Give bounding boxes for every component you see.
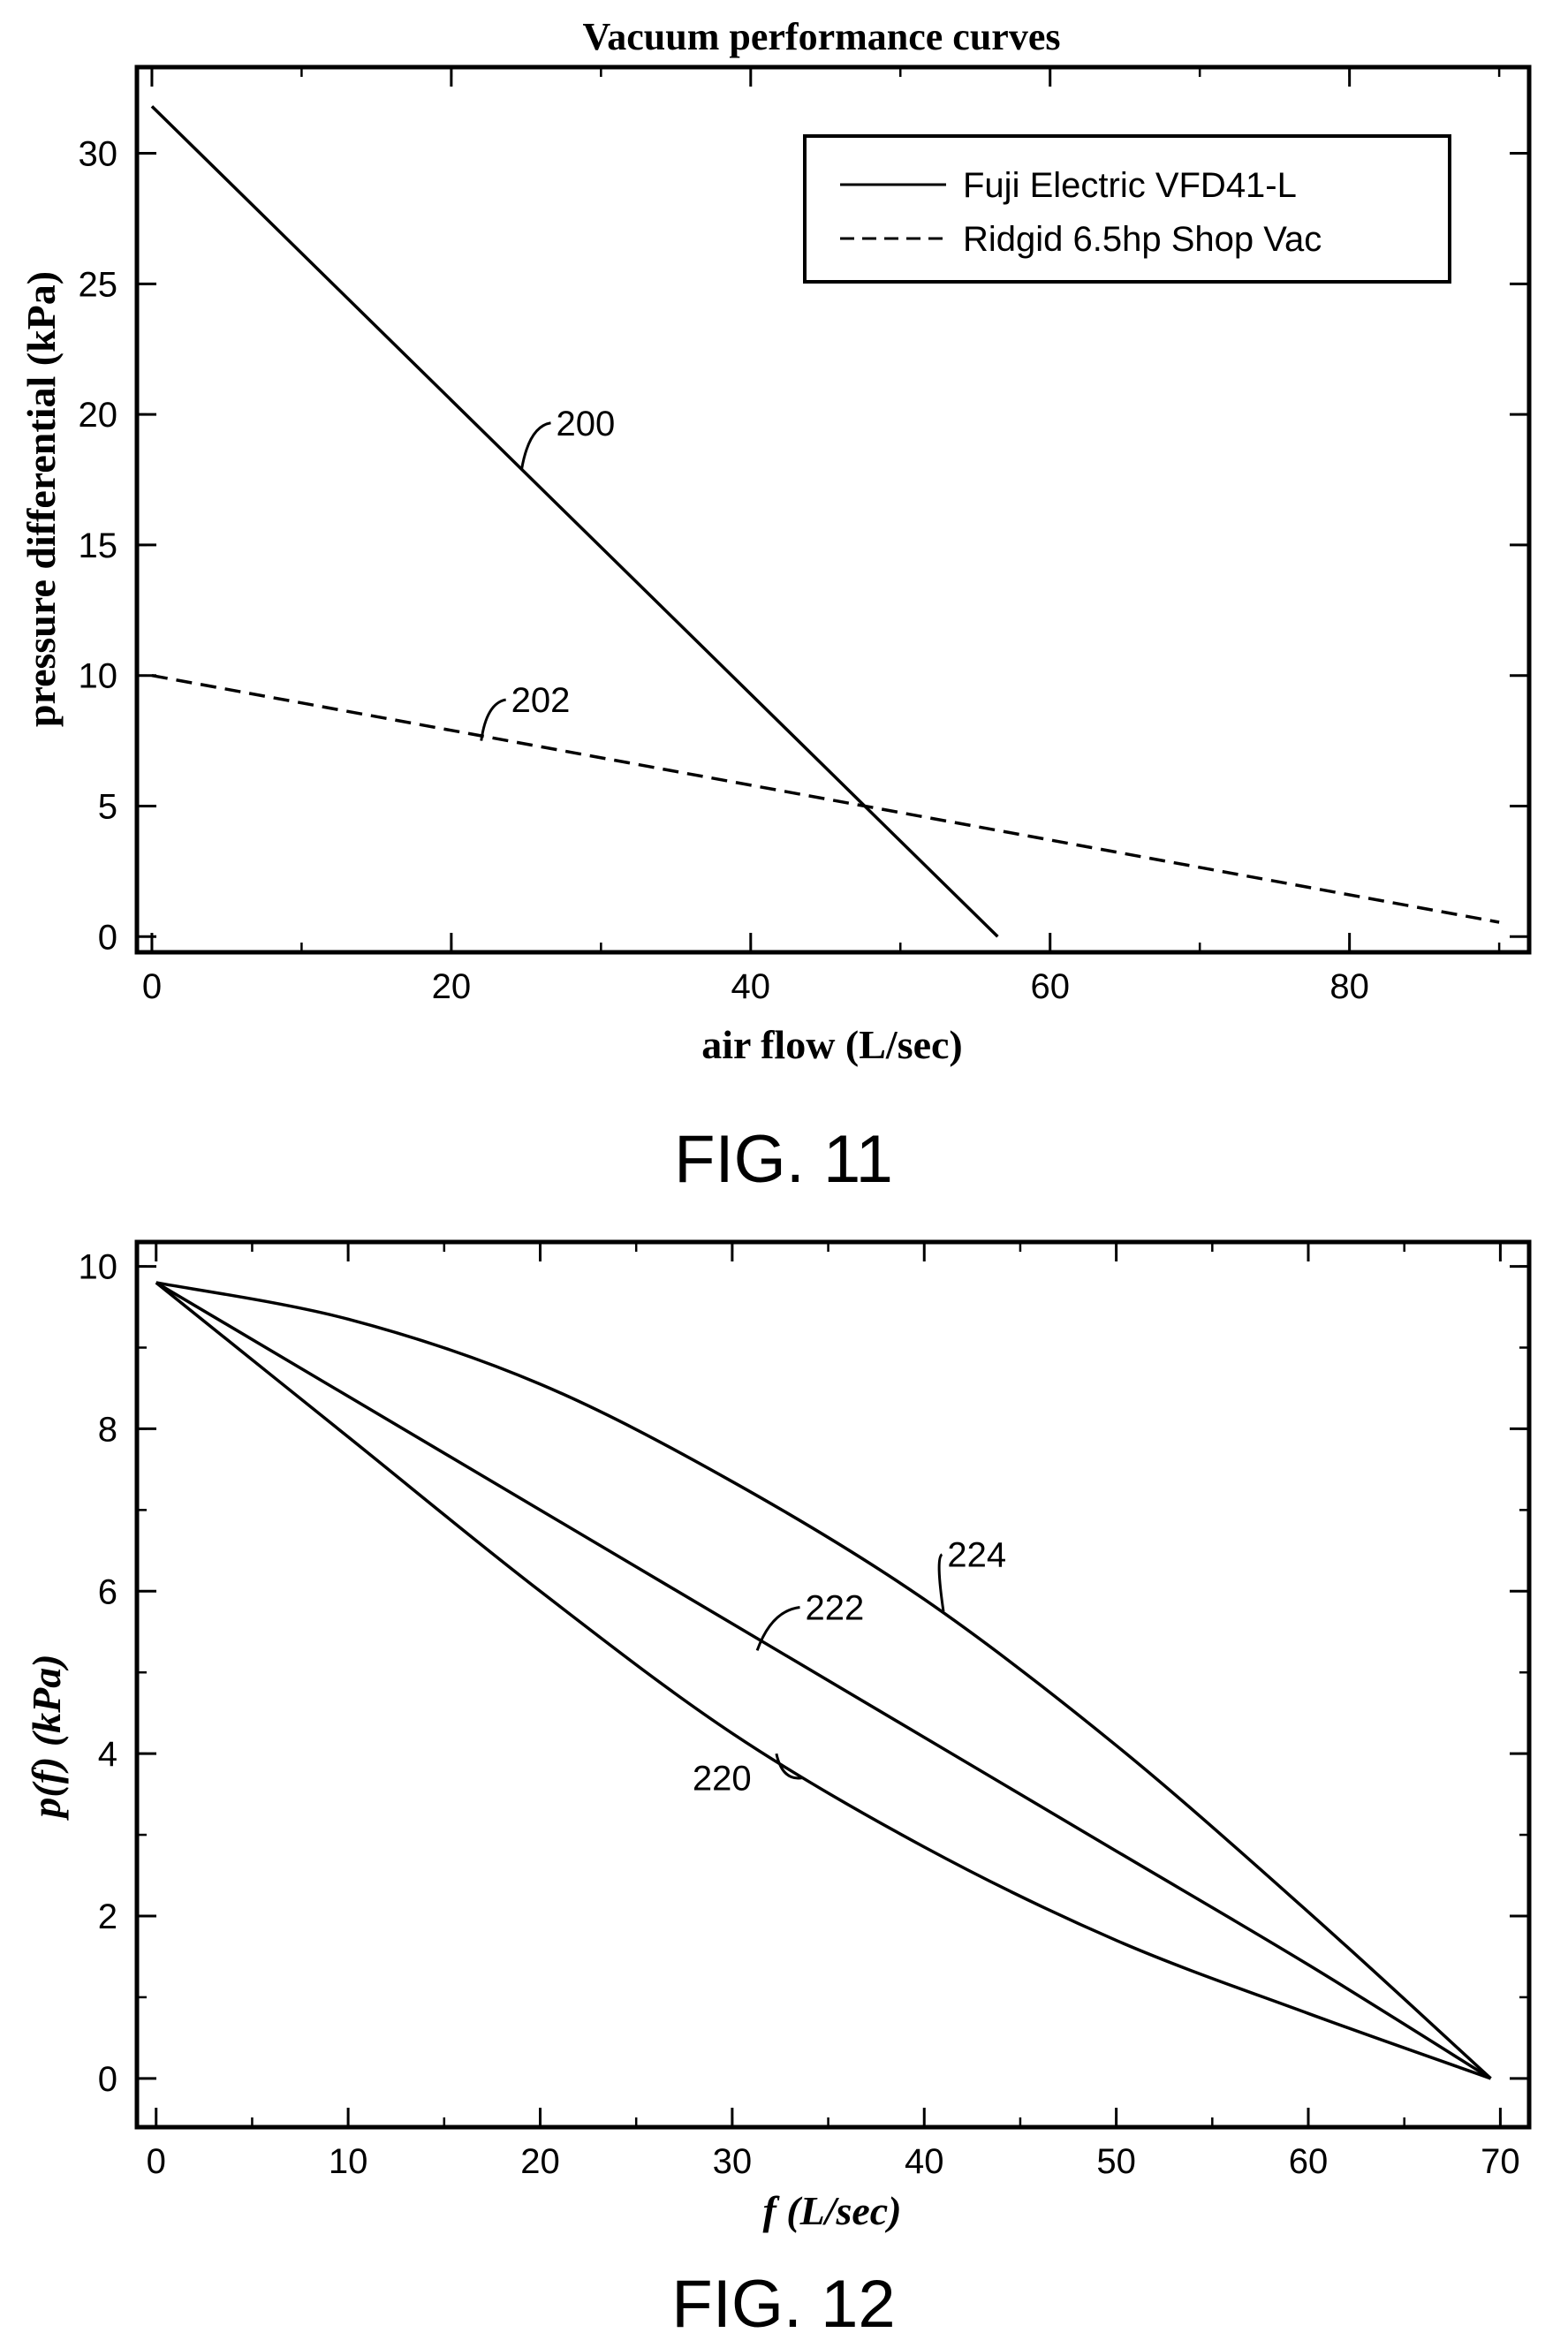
fig11-x-tick-label: 0 bbox=[142, 967, 162, 1006]
fig11-callouts: 200 202 bbox=[480, 405, 615, 741]
fig12-callout-leader bbox=[937, 1553, 945, 1612]
fig11-chart-title: Vacuum performance curves bbox=[583, 15, 1061, 58]
fig11-y-axis-label: pressure differential (kPa) bbox=[19, 271, 64, 727]
fig11-series-line-202 bbox=[151, 673, 1500, 924]
legend-entry-fuji: Fuji Electric VFD41-L bbox=[963, 166, 1297, 205]
fig12-x-tick-label: 30 bbox=[713, 2142, 753, 2181]
fig12-x-tick-label: 60 bbox=[1289, 2142, 1329, 2181]
fig12-x-axis-label: f (L/sec) bbox=[762, 2188, 901, 2233]
fig12-y-tick-label: 8 bbox=[98, 1410, 117, 1449]
fig12-y-tick-label: 10 bbox=[79, 1248, 118, 1287]
fig12-series bbox=[155, 1281, 1492, 2080]
fig11-y-tick-label: 10 bbox=[79, 657, 118, 696]
fig12-y-tick-label: 0 bbox=[98, 2060, 117, 2099]
fig11-y-tick-label: 30 bbox=[79, 135, 118, 174]
fig11-series-line-200 bbox=[150, 105, 999, 938]
fig12-x-tick-label: 40 bbox=[905, 2142, 944, 2181]
fig12-callout-leader bbox=[775, 1753, 803, 1780]
fig12-y-tick-label: 2 bbox=[98, 1897, 117, 1936]
fig11-y-axis-label-group: pressure differential (kPa) bbox=[19, 271, 64, 727]
fig11-y-tick-label: 15 bbox=[79, 526, 118, 565]
fig12-callout-label: 224 bbox=[947, 1536, 1006, 1575]
fig12-x-tick-label: 0 bbox=[147, 2142, 166, 2181]
fig12-x-tick-label: 50 bbox=[1096, 2142, 1136, 2181]
fig12-callouts: 220 222 224 bbox=[693, 1536, 1006, 1799]
fig12-series-line-224 bbox=[155, 1281, 1492, 2080]
fig11-y-tick-label: 5 bbox=[98, 787, 117, 826]
fig11-callout-label: 202 bbox=[511, 681, 571, 720]
fig11-x-axis-label: air flow (L/sec) bbox=[701, 1022, 963, 1067]
fig11-chart: Vacuum performance curves pressure diffe… bbox=[19, 15, 1532, 1197]
fig11-legend-box bbox=[803, 134, 1451, 284]
fig12-x-tick-label: 20 bbox=[520, 2142, 560, 2181]
fig11-legend: Fuji Electric VFD41-L Ridgid 6.5hp Shop … bbox=[803, 134, 1451, 284]
fig12-chart: p(f) (kPa) f (L/sec) 0 10 20 30 40 50 60 70 0 2 4 6… bbox=[24, 1239, 1532, 2342]
fig11-y-tick-label: 25 bbox=[79, 265, 118, 304]
fig11-callout-leader bbox=[480, 698, 507, 741]
fig12-y-axis-label: p(f) (kPa) bbox=[24, 1654, 69, 1821]
legend-entry-ridgid: Ridgid 6.5hp Shop Vac bbox=[963, 220, 1322, 259]
fig12-series-line-222 bbox=[155, 1281, 1492, 2080]
fig12-plot-frame bbox=[134, 1239, 1532, 2130]
fig12-x-tick-label: 70 bbox=[1481, 2142, 1520, 2181]
fig12-y-tick-label: 4 bbox=[98, 1735, 117, 1774]
fig11-ticks: 0 20 40 60 80 0 5 10 15 20 25 30 bbox=[79, 67, 1529, 1006]
fig11-x-tick-label: 60 bbox=[1030, 967, 1070, 1006]
fig11-x-tick-label: 80 bbox=[1329, 967, 1369, 1006]
fig12-x-tick-label: 10 bbox=[329, 2142, 368, 2181]
fig11-label: FIG. 11 bbox=[674, 1122, 893, 1197]
fig11-callout-leader bbox=[520, 421, 551, 470]
fig11-plot-frame bbox=[134, 64, 1532, 955]
fig11-x-tick-label: 20 bbox=[432, 967, 472, 1006]
fig12-y-axis-label-group: p(f) (kPa) bbox=[24, 1654, 69, 1821]
fig11-y-tick-label: 0 bbox=[98, 918, 117, 957]
fig12-series-line-220 bbox=[155, 1281, 1492, 2080]
fig12-y-tick-label: 6 bbox=[98, 1572, 117, 1611]
fig11-y-tick-label: 20 bbox=[79, 396, 118, 435]
fig12-ticks: 0 10 20 30 40 50 60 70 0 2 4 6 8 10 bbox=[79, 1242, 1529, 2181]
fig12-callout-leader bbox=[755, 1605, 800, 1651]
fig12-callout-label: 220 bbox=[693, 1760, 752, 1799]
fig11-callout-label: 200 bbox=[556, 405, 615, 443]
fig11-x-tick-label: 40 bbox=[731, 967, 771, 1006]
fig11-series bbox=[150, 105, 1500, 938]
fig12-callout-label: 222 bbox=[805, 1588, 864, 1627]
fig12-label: FIG. 12 bbox=[671, 2267, 895, 2342]
